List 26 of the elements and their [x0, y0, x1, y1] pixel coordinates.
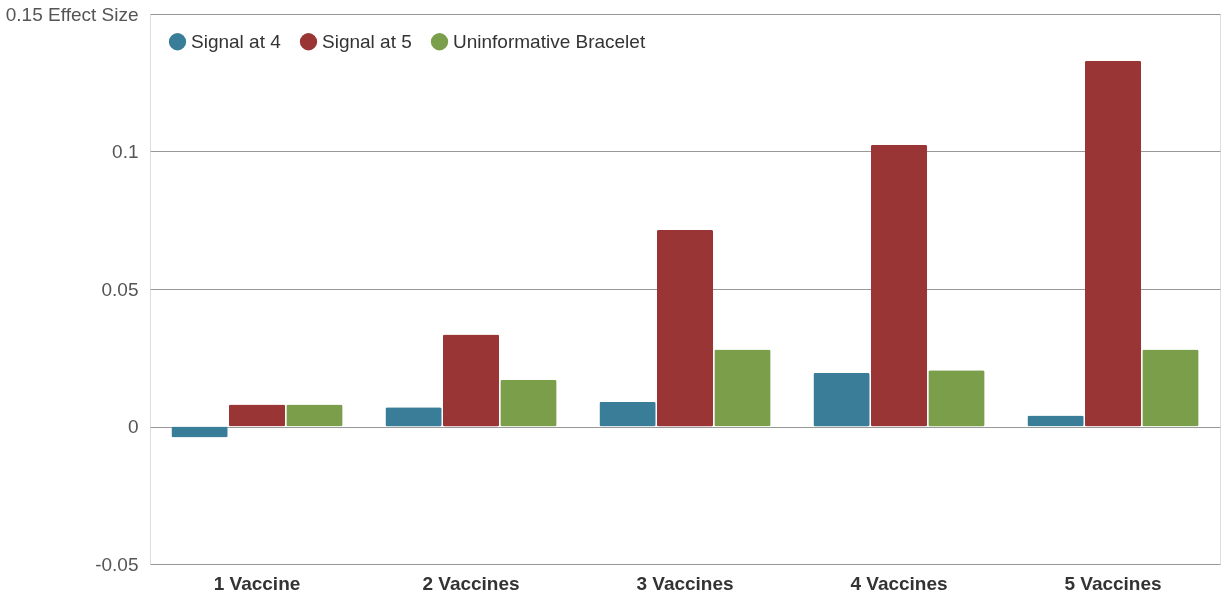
- x-tick-label: 5 Vaccines: [1064, 572, 1162, 594]
- bar: [714, 349, 771, 427]
- bar: [656, 229, 714, 427]
- y-tick-label: -0.05: [95, 553, 139, 575]
- x-tick-label: 2 Vaccines: [422, 572, 520, 594]
- bar: [228, 404, 286, 427]
- y-tick-label: 0.15 Effect Size: [5, 3, 139, 25]
- bar: [500, 379, 557, 427]
- bar: [442, 334, 500, 427]
- legend-label: Signal at 5: [322, 30, 412, 52]
- y-tick-label: 0: [127, 416, 139, 437]
- y-tick-label: 0.05: [101, 278, 139, 300]
- bar: [1084, 60, 1142, 427]
- y-tick-label: 0.1: [112, 141, 139, 162]
- bar: [813, 372, 870, 427]
- x-tick-label: 3 Vaccines: [636, 572, 734, 594]
- bar: [385, 407, 442, 427]
- x-tick-label: 4 Vaccines: [850, 572, 948, 594]
- bar: [1142, 349, 1199, 427]
- x-tick-label: 1 Vaccine: [213, 572, 301, 594]
- bar: [870, 144, 928, 427]
- legend-label: Uninformative Bracelet: [453, 30, 646, 52]
- bar: [928, 370, 985, 427]
- bar: [599, 401, 656, 427]
- bar: [286, 404, 343, 427]
- legend-label: Signal at 4: [191, 30, 282, 52]
